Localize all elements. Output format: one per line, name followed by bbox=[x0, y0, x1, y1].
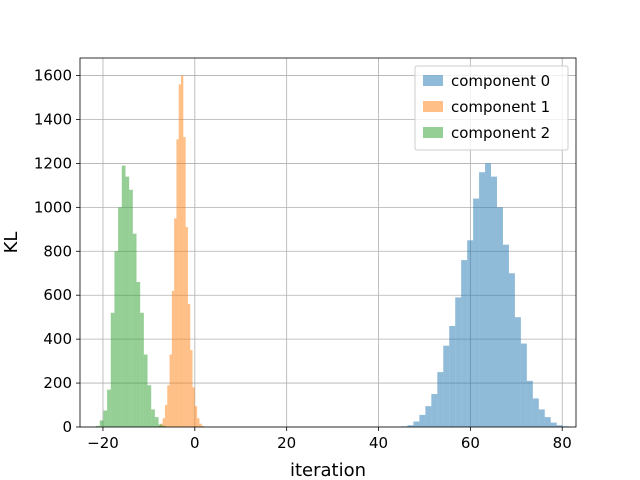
y-tick-label: 1200 bbox=[34, 154, 72, 172]
histogram-bar bbox=[99, 420, 104, 427]
histogram-bar bbox=[437, 372, 444, 427]
histogram-bar bbox=[544, 417, 551, 427]
legend-entry-label: component 2 bbox=[451, 124, 550, 142]
histogram-bar bbox=[176, 139, 179, 427]
y-axis-label: KL bbox=[1, 232, 22, 254]
histogram-bar bbox=[136, 282, 141, 427]
histogram-bar bbox=[425, 406, 432, 427]
histogram-bar bbox=[190, 350, 193, 427]
y-tick-label: 0 bbox=[62, 418, 72, 436]
histogram-bar bbox=[181, 75, 184, 428]
histogram-bar bbox=[508, 273, 515, 427]
legend-swatch bbox=[423, 75, 443, 86]
x-tick-label: 20 bbox=[277, 434, 296, 452]
histogram-bar bbox=[473, 198, 480, 427]
y-tick-label: 400 bbox=[43, 330, 72, 348]
histogram-bar bbox=[479, 172, 486, 427]
legend-entry-label: component 1 bbox=[451, 98, 550, 116]
y-tick-label: 200 bbox=[43, 374, 72, 392]
legend-swatch bbox=[423, 127, 443, 138]
histogram-bar bbox=[419, 414, 426, 427]
histogram-bar bbox=[183, 137, 186, 428]
histogram-bar bbox=[151, 409, 155, 427]
histogram-bar bbox=[154, 417, 159, 427]
x-tick-label: 80 bbox=[553, 434, 572, 452]
histogram-bar bbox=[526, 380, 533, 427]
histogram-bar bbox=[491, 176, 498, 427]
bars bbox=[96, 75, 569, 428]
y-tick-label: 800 bbox=[43, 242, 72, 260]
histogram-bar bbox=[485, 163, 492, 427]
histogram-bar bbox=[162, 418, 165, 427]
x-tick-label: 40 bbox=[369, 434, 388, 452]
histogram-bar bbox=[118, 207, 122, 427]
axis-ticks: −20 0 20 40 60 800200400600800100012001400160… bbox=[34, 67, 572, 452]
histogram-bar bbox=[199, 423, 202, 427]
histogram-bar bbox=[532, 398, 539, 427]
histogram-bar bbox=[187, 304, 191, 427]
histogram-bar bbox=[194, 406, 198, 427]
histogram-bar bbox=[502, 244, 509, 427]
histogram-bar bbox=[497, 207, 503, 427]
histogram-bar bbox=[538, 409, 545, 427]
histogram-bar bbox=[201, 425, 204, 427]
histogram-bar bbox=[167, 385, 170, 427]
legend-entry-label: component 0 bbox=[451, 72, 550, 90]
legend: component 0 component 1 component 2 bbox=[414, 65, 569, 151]
histogram-bar bbox=[158, 424, 163, 427]
legend-swatch bbox=[423, 101, 443, 112]
histogram-bar bbox=[461, 260, 468, 427]
histogram-bar bbox=[431, 394, 438, 427]
histogram-bar bbox=[96, 425, 100, 427]
histogram-bar bbox=[164, 405, 168, 427]
x-tick-label: 0 bbox=[190, 434, 200, 452]
histogram-bar bbox=[467, 240, 474, 427]
histogram-bar bbox=[185, 227, 188, 427]
histogram-bar bbox=[413, 421, 420, 427]
histogram-bar bbox=[556, 425, 563, 427]
legend-box bbox=[414, 65, 569, 151]
histogram-bar bbox=[114, 251, 119, 427]
x-tick-label: −20 bbox=[87, 434, 119, 452]
series-component-0 bbox=[401, 163, 569, 427]
histogram-bar bbox=[407, 425, 414, 427]
histogram-bar bbox=[197, 418, 200, 427]
histogram-bar bbox=[121, 165, 126, 427]
histogram-bar bbox=[171, 290, 175, 427]
y-tick-label: 1600 bbox=[34, 67, 72, 85]
plot-area-frame bbox=[79, 57, 577, 428]
histogram-bar bbox=[455, 297, 462, 427]
x-tick-label: 60 bbox=[461, 434, 480, 452]
histogram-bar bbox=[162, 425, 166, 427]
histogram-bar bbox=[103, 410, 108, 427]
histogram-bar bbox=[125, 176, 130, 427]
histogram-bar bbox=[520, 343, 527, 427]
histogram-bar bbox=[514, 317, 521, 427]
x-axis-label: iteration bbox=[290, 460, 366, 480]
histogram-bar bbox=[169, 354, 172, 427]
histogram-bar bbox=[110, 312, 115, 427]
histogram-bar bbox=[132, 233, 137, 427]
y-tick-label: 1400 bbox=[34, 111, 72, 129]
histogram-bar bbox=[174, 218, 177, 427]
series-component-2 bbox=[96, 165, 166, 427]
series-component-1 bbox=[158, 75, 204, 428]
y-tick-label: 600 bbox=[43, 286, 72, 304]
histogram-bar bbox=[129, 189, 133, 427]
histogram-bar bbox=[550, 422, 557, 427]
histogram-bar bbox=[140, 312, 144, 427]
y-tick-label: 1000 bbox=[34, 198, 72, 216]
histogram-bar bbox=[443, 345, 450, 427]
histogram-bar bbox=[178, 84, 182, 427]
histogram-bar bbox=[192, 387, 195, 427]
histogram-bar bbox=[107, 389, 111, 427]
histogram-bar bbox=[147, 385, 152, 427]
histogram-bar bbox=[449, 325, 456, 427]
histogram-bar bbox=[143, 354, 148, 427]
